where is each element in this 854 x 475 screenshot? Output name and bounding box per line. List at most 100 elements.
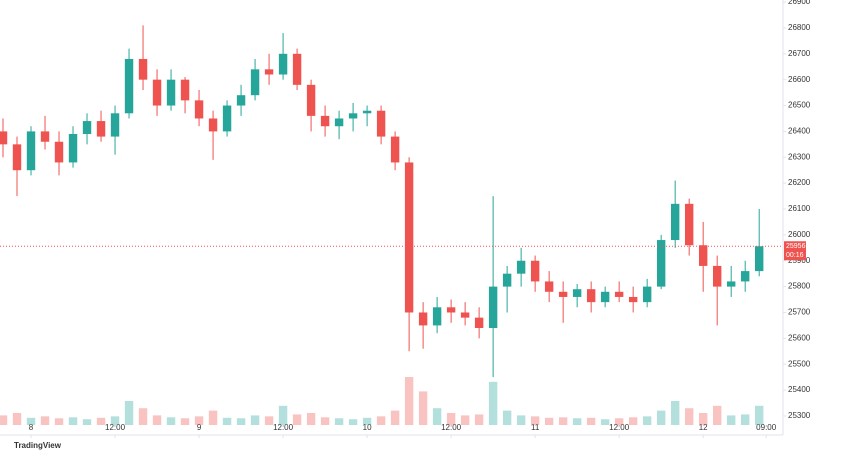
volume-bar bbox=[12, 413, 22, 425]
candle-body bbox=[208, 118, 218, 132]
x-tick-label: 12:00 bbox=[273, 423, 294, 432]
volume-bar bbox=[712, 405, 722, 425]
volume-bar bbox=[110, 416, 120, 425]
candle-body bbox=[516, 260, 526, 274]
candle-body bbox=[12, 144, 22, 171]
volume-bar bbox=[474, 414, 484, 425]
volume-bar bbox=[432, 408, 442, 425]
x-tick-label: 11 bbox=[531, 423, 540, 432]
candle-body bbox=[166, 79, 176, 106]
volume-bar bbox=[530, 416, 540, 425]
y-tick-label: 25900 bbox=[788, 256, 811, 265]
x-tick-label: 10 bbox=[363, 423, 372, 432]
volume-bar bbox=[642, 416, 652, 425]
volume-bar bbox=[418, 391, 428, 425]
volume-bar bbox=[40, 416, 50, 425]
candle-body bbox=[600, 291, 610, 303]
candle-body bbox=[740, 271, 750, 282]
volume-bar bbox=[320, 417, 330, 425]
candle-body bbox=[656, 240, 666, 287]
candle-body bbox=[558, 291, 568, 297]
x-tick-label: 12:00 bbox=[609, 423, 630, 432]
volume-bar bbox=[96, 417, 106, 425]
candle-body bbox=[614, 291, 624, 297]
volume-bar bbox=[740, 414, 750, 425]
candle-body bbox=[390, 136, 400, 163]
volume-bar bbox=[558, 417, 568, 425]
volume-bar bbox=[376, 416, 386, 425]
candle-body bbox=[54, 141, 64, 163]
last-price-label: 25956 bbox=[786, 243, 806, 250]
candle-body bbox=[572, 289, 582, 297]
candle-body bbox=[754, 246, 764, 272]
candle-body bbox=[502, 273, 512, 287]
candle-body bbox=[432, 307, 442, 326]
volume-bar bbox=[138, 408, 148, 425]
candle-body bbox=[278, 53, 288, 75]
y-tick-label: 26700 bbox=[788, 49, 811, 58]
volume-bar bbox=[292, 414, 302, 425]
candle-body bbox=[194, 100, 204, 119]
volume-bar bbox=[194, 416, 204, 425]
volume-bar bbox=[166, 417, 176, 425]
last-price-box bbox=[784, 241, 806, 261]
volume-bar bbox=[54, 418, 64, 425]
candle-body bbox=[362, 110, 372, 114]
volume-bar bbox=[334, 418, 344, 425]
y-tick-label: 26900 bbox=[788, 0, 811, 6]
candle-body bbox=[82, 121, 92, 134]
volume-bar bbox=[600, 419, 610, 425]
volume-bar bbox=[698, 413, 708, 425]
y-tick-label: 25700 bbox=[788, 308, 811, 317]
candle-body bbox=[306, 84, 316, 116]
y-tick-label: 26100 bbox=[788, 204, 811, 213]
volume-bar bbox=[26, 417, 36, 425]
candle-body bbox=[642, 286, 652, 303]
candle-body bbox=[292, 53, 302, 85]
volume-bar bbox=[516, 415, 526, 425]
candle-body bbox=[138, 58, 148, 80]
x-tick-label: 12:00 bbox=[105, 423, 126, 432]
candle-body bbox=[250, 69, 260, 96]
volume-bar bbox=[628, 417, 638, 425]
volume-bar bbox=[614, 418, 624, 425]
volume-bar bbox=[684, 408, 694, 425]
y-tick-label: 26500 bbox=[788, 101, 811, 110]
volume-bar bbox=[390, 410, 400, 425]
y-tick-label: 26400 bbox=[788, 127, 811, 136]
candle-body bbox=[180, 79, 190, 101]
volume-bar bbox=[754, 405, 764, 425]
candle-body bbox=[488, 286, 498, 328]
volume-bar bbox=[124, 401, 134, 425]
candle-body bbox=[712, 265, 722, 287]
volume-bar bbox=[222, 417, 232, 425]
x-tick-label: 8 bbox=[29, 423, 34, 432]
volume-bar bbox=[656, 410, 666, 425]
volume-bar bbox=[250, 415, 260, 425]
volume-bar bbox=[208, 410, 218, 425]
candle-body bbox=[236, 95, 246, 106]
volume-bar bbox=[502, 410, 512, 425]
volume-bar bbox=[446, 413, 456, 425]
x-tick-label: 12:00 bbox=[441, 423, 462, 432]
candle-body bbox=[376, 110, 386, 137]
volume-bar bbox=[362, 417, 372, 425]
y-tick-label: 25300 bbox=[788, 411, 811, 420]
volume-bar bbox=[264, 416, 274, 425]
volume-bar bbox=[404, 377, 414, 425]
candle-body bbox=[726, 281, 736, 287]
x-tick-label: 12 bbox=[699, 423, 708, 432]
candle-body bbox=[68, 133, 78, 163]
volume-bar bbox=[278, 405, 288, 425]
candle-body bbox=[586, 289, 596, 303]
volume-bar bbox=[572, 418, 582, 425]
candle-body bbox=[544, 281, 554, 292]
volume-bar bbox=[0, 415, 8, 425]
candle-body bbox=[404, 162, 414, 313]
y-tick-label: 26800 bbox=[788, 23, 811, 32]
volume-bar bbox=[236, 418, 246, 425]
candle-body bbox=[320, 115, 330, 127]
x-tick-label: 9 bbox=[197, 423, 202, 432]
y-tick-label: 26000 bbox=[788, 230, 811, 239]
